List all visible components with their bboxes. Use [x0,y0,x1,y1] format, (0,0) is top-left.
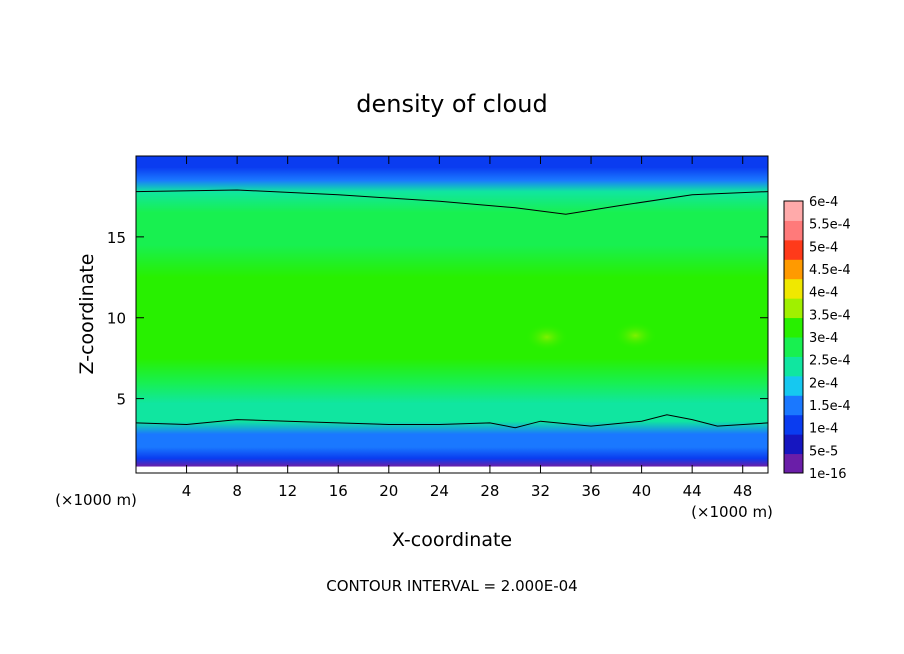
x-axis-ticks: 4 8 12 16 20 24 28 32 36 40 44 48 [182,156,752,500]
colorbar-swatch [784,317,803,338]
density-maximum [524,323,569,352]
colorbar-label: 2e-4 [809,376,838,391]
x-tick-label: 20 [379,482,398,500]
colorbar-swatch [784,278,803,299]
colorbar-frame [783,200,804,474]
y-axis-ticks: 5 10 15 [107,229,768,409]
upper-contour-line [135,189,769,215]
density-field [136,156,768,473]
x-axis-label: X-coordinate [392,529,512,551]
density-gradient [136,156,768,473]
contour-lines [135,189,769,429]
colorbar-label: 1.5e-4 [809,399,851,414]
colorbar-swatch [784,434,803,455]
x-unit-left: (×1000 m) [55,491,137,509]
x-tick-label: 24 [430,482,449,500]
x-tick-label: 8 [232,482,242,500]
x-tick-label: 48 [733,482,752,500]
colorbar-label: 2.5e-4 [809,354,851,369]
colorbar-swatch [784,239,803,260]
colorbar-label: 3.5e-4 [809,308,851,323]
colorbar: 1e-16 5e-5 1e-4 1.5e-4 2e-4 2.5e-4 3e-4 3.5e-4 4… [783,195,851,482]
colorbar-label: 4.5e-4 [809,263,851,278]
colorbar-label: 1e-4 [809,422,838,437]
x-tick-label: 16 [329,482,348,500]
colorbar-label: 4e-4 [809,286,838,301]
colorbar-swatch [784,356,803,377]
colorbar-label: 3e-4 [809,331,838,346]
y-tick-label: 10 [107,310,126,328]
colorbar-swatch [784,337,803,357]
ground-band [136,466,768,473]
y-axis-label: Z-coordinate [76,254,98,375]
colorbar-swatch [784,259,803,280]
x-tick-label: 36 [581,482,600,500]
colorbar-swatch [784,375,803,396]
colorbar-label: 6e-4 [809,195,838,210]
plot-frame [135,155,769,474]
colorbar-label: 5e-5 [809,444,838,459]
chart-title: density of cloud [356,90,547,118]
x-tick-label: 4 [182,482,192,500]
density-maximum [613,321,658,350]
x-tick-label: 28 [480,482,499,500]
lower-contour-line [135,414,769,429]
contour-interval-note: CONTOUR INTERVAL = 2.000E-04 [326,577,577,595]
x-tick-label: 32 [531,482,550,500]
colorbar-swatch [784,395,803,416]
colorbar-swatch [784,220,803,241]
y-tick-label: 15 [107,229,126,247]
y-tick-label: 5 [116,391,126,409]
colorbar-label: 5e-4 [809,240,838,255]
x-unit-right: (×1000 m) [691,503,773,521]
colorbar-swatch [784,298,803,319]
x-tick-label: 40 [632,482,651,500]
colorbar-swatch [784,453,803,474]
colorbar-swatch [784,201,803,221]
x-tick-label: 44 [683,482,702,500]
x-tick-label: 12 [278,482,297,500]
colorbar-label: 1e-16 [809,467,847,482]
colorbar-label: 5.5e-4 [809,218,851,233]
colorbar-swatch [784,414,803,435]
